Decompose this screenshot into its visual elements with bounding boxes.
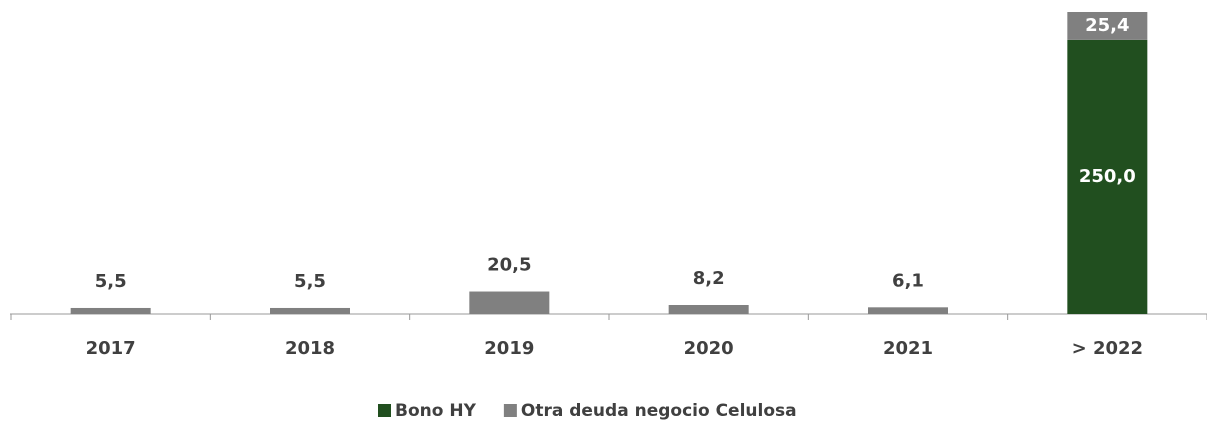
legend-label: Bono HY [395, 401, 477, 421]
legend-swatch [378, 404, 391, 417]
legend-label: Otra deuda negocio Celulosa [521, 401, 797, 421]
bar [469, 291, 550, 314]
bar [668, 305, 749, 314]
data-label: 25,4 [1085, 15, 1129, 36]
data-label: 250,0 [1079, 166, 1136, 187]
bar [270, 307, 350, 314]
x-tick-label: 2018 [285, 338, 335, 359]
data-label: 5,5 [294, 271, 326, 292]
data-label: 8,2 [693, 268, 725, 289]
x-tick-label: 2020 [684, 338, 734, 359]
x-tick-label: 2019 [484, 338, 534, 359]
data-label: 20,5 [487, 255, 531, 276]
x-tick-label: 2017 [86, 338, 136, 359]
bar [1067, 39, 1148, 315]
legend-swatch [503, 404, 517, 417]
x-tick-label: > 2022 [1072, 338, 1143, 359]
bar [868, 307, 948, 314]
x-tick-label: 2021 [883, 338, 933, 359]
bar [70, 307, 151, 314]
data-label: 5,5 [95, 271, 127, 292]
bar [1067, 12, 1148, 40]
data-label: 6,1 [892, 270, 924, 291]
